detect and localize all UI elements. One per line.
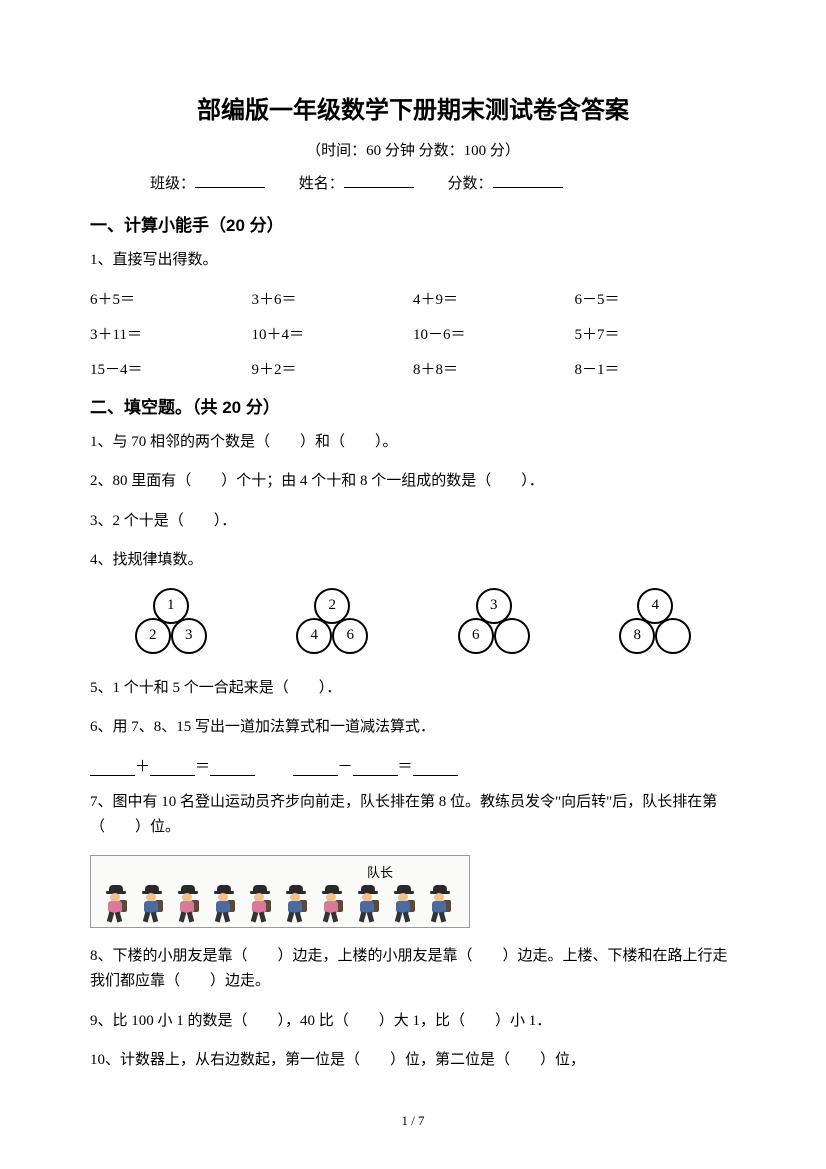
circle-groups: 1 2 3 2 4 6 3 6 4 8 — [90, 588, 736, 658]
name-blank — [344, 187, 414, 188]
calc-cell: 3＋11＝ — [90, 323, 252, 344]
circle: 4 — [296, 618, 332, 654]
calc-cell: 5＋7＝ — [575, 323, 737, 344]
calc-cell: 8－1＝ — [575, 358, 737, 379]
circle — [494, 618, 530, 654]
hiker-icon — [97, 883, 133, 923]
section-1-header: 一、计算小能手（20 分） — [90, 211, 736, 236]
equation-blanks: ＋＝ －＝ — [90, 755, 736, 776]
calc-cell: 10－6＝ — [413, 323, 575, 344]
circle: 6 — [458, 618, 494, 654]
s2-q1: 1、与 70 相邻的两个数是（ ）和（ ）。 — [90, 430, 736, 456]
s1-q1-label: 1、直接写出得数。 — [90, 248, 736, 274]
hiker-leader-label: 队长 — [297, 862, 463, 881]
name-label: 姓名： — [299, 176, 344, 192]
hiker-icon — [313, 883, 349, 923]
calc-cell: 6＋5＝ — [90, 288, 252, 309]
subtitle: （时间：60 分钟 分数：100 分） — [90, 139, 736, 160]
hiker-icon — [133, 883, 169, 923]
calc-cell: 15－4＝ — [90, 358, 252, 379]
class-label: 班级： — [150, 176, 195, 192]
calc-cell: 9＋2＝ — [252, 358, 414, 379]
calc-cell: 6－5＝ — [575, 288, 737, 309]
s2-q5: 5、1 个十和 5 个一合起来是（ ）． — [90, 676, 736, 702]
s2-q10: 10、计数器上，从右边数起，第一位是（ ）位，第二位是（ ）位， — [90, 1048, 736, 1074]
circle: 8 — [619, 618, 655, 654]
circle-group-2: 2 4 6 — [292, 588, 372, 658]
hiker-icon — [421, 883, 457, 923]
score-label: 分数： — [448, 176, 493, 192]
s2-q7: 7、图中有 10 名登山运动员齐步向前走，队长排在第 8 位。教练员发令"向后转… — [90, 790, 736, 841]
hiker-icon — [205, 883, 241, 923]
score-blank — [493, 187, 563, 188]
s2-q8: 8、下楼的小朋友是靠（ ）边走，上楼的小朋友是靠（ ）边走。上楼、下楼和在路上行… — [90, 944, 736, 995]
calc-cell: 4＋9＝ — [413, 288, 575, 309]
page-title: 部编版一年级数学下册期末测试卷含答案 — [90, 90, 736, 125]
class-blank — [195, 187, 265, 188]
circle: 6 — [332, 618, 368, 654]
hikers-row — [97, 883, 463, 923]
circle — [655, 618, 691, 654]
hiker-icon — [277, 883, 313, 923]
circle-group-1: 1 2 3 — [131, 588, 211, 658]
s2-q6: 6、用 7、8、15 写出一道加法算式和一道减法算式． — [90, 715, 736, 741]
hiker-icon — [241, 883, 277, 923]
s2-q2: 2、80 里面有（ ）个十；由 4 个十和 8 个一组成的数是（ ）． — [90, 469, 736, 495]
circle: 2 — [135, 618, 171, 654]
circle-group-3: 3 6 — [454, 588, 534, 658]
hiker-icon — [349, 883, 385, 923]
calc-cell: 8＋8＝ — [413, 358, 575, 379]
hiker-icon — [169, 883, 205, 923]
circle: 3 — [171, 618, 207, 654]
calc-cell: 3＋6＝ — [252, 288, 414, 309]
calc-grid: 6＋5＝ 3＋6＝ 4＋9＝ 6－5＝ 3＋11＝ 10＋4＝ 10－6＝ 5＋… — [90, 288, 736, 379]
section-2-header: 二、填空题。（共 20 分） — [90, 393, 736, 418]
hiker-icon — [385, 883, 421, 923]
page-number: 1 / 7 — [0, 1113, 826, 1129]
calc-cell: 10＋4＝ — [252, 323, 414, 344]
s2-q9: 9、比 100 小 1 的数是（ ），40 比（ ）大 1，比（ ）小 1． — [90, 1009, 736, 1035]
circle-group-4: 4 8 — [615, 588, 695, 658]
s2-q3: 3、2 个十是（ ）． — [90, 509, 736, 535]
hikers-figure: 队长 — [90, 855, 470, 928]
info-line: 班级： 姓名： 分数： — [90, 172, 736, 193]
s2-q4: 4、找规律填数。 — [90, 548, 736, 574]
